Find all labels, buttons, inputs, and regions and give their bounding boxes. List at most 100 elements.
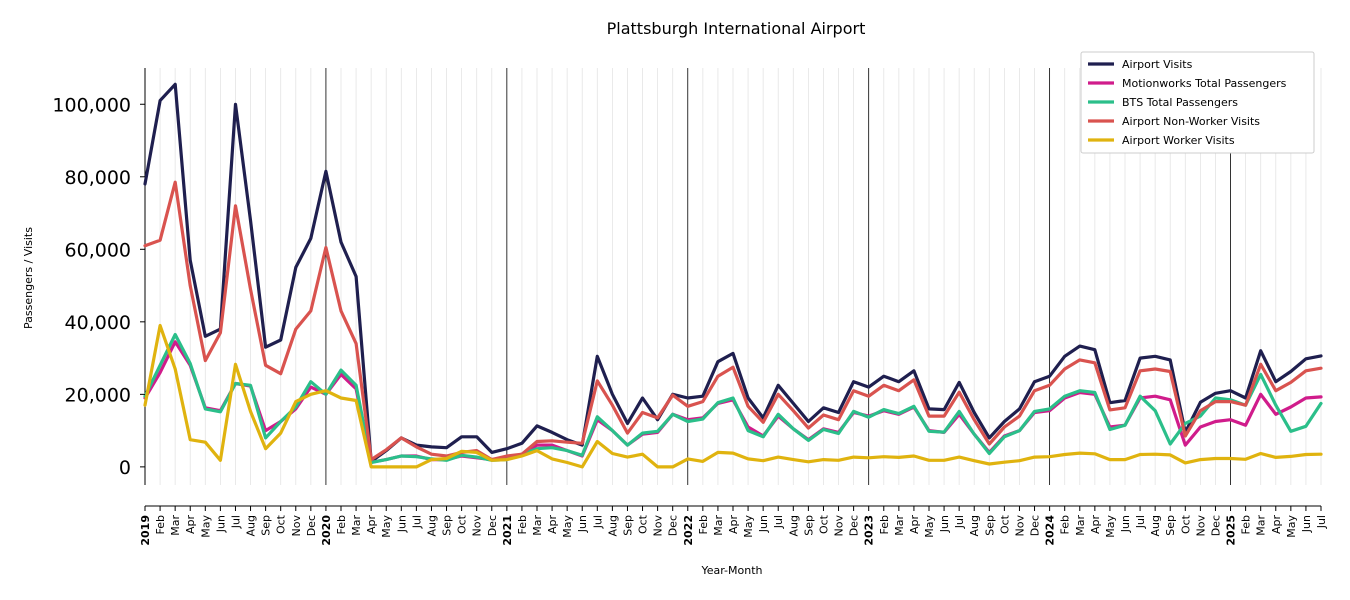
- x-tick-label: 2021: [501, 515, 514, 546]
- x-tick-label: Jul: [410, 515, 423, 529]
- x-tick-label: Jul: [953, 515, 966, 529]
- legend-entry: Airport Visits: [1122, 58, 1193, 71]
- y-axis-ticks: 0 20,000 40,000 60,000 80,000 100,000: [52, 94, 145, 479]
- x-tick-label: Jul: [772, 515, 785, 529]
- x-tick-label: Mar: [531, 515, 544, 536]
- x-tick-label: Sep: [621, 515, 634, 536]
- x-tick-label: May: [923, 515, 936, 538]
- x-tick-label: Aug: [606, 515, 619, 536]
- x-tick-label: Aug: [245, 515, 258, 536]
- x-tick-label: Aug: [425, 515, 438, 536]
- x-tick-label: Apr: [908, 515, 921, 535]
- x-tick-label: Apr: [727, 515, 740, 535]
- x-tick-label: Sep: [441, 515, 454, 536]
- x-tick-label: Mar: [1074, 515, 1087, 536]
- x-tick-label: Feb: [154, 515, 167, 534]
- x-tick-label: Feb: [1059, 515, 1072, 534]
- x-tick-label: Mar: [350, 515, 363, 536]
- x-tick-label: 2019: [139, 515, 152, 546]
- x-tick-label: 2025: [1225, 515, 1238, 546]
- x-tick-label: Feb: [516, 515, 529, 534]
- legend: Airport Visits Motionworks Total Passenge…: [1080, 51, 1315, 154]
- x-tick-label: Dec: [305, 515, 318, 536]
- legend-entry: Airport Worker Visits: [1122, 134, 1235, 147]
- x-tick-label: Dec: [667, 515, 680, 536]
- x-tick-label: May: [742, 515, 755, 538]
- x-tick-label: Jun: [576, 515, 589, 533]
- x-tick-label: May: [380, 515, 393, 538]
- x-tick-label: Jul: [591, 515, 604, 529]
- x-tick-label: Nov: [833, 515, 846, 537]
- x-tick-label: Apr: [546, 515, 559, 535]
- chart-title: Plattsburgh International Airport: [607, 19, 866, 38]
- x-tick-label: Dec: [486, 515, 499, 536]
- x-tick-label: Sep: [983, 515, 996, 536]
- x-tick-label: Mar: [1255, 515, 1268, 536]
- x-tick-label: Oct: [456, 514, 469, 534]
- x-tick-label: Dec: [1209, 515, 1222, 536]
- x-tick-label: May: [1104, 515, 1117, 538]
- x-tick-label: Nov: [1013, 515, 1026, 537]
- x-tick-label: Nov: [652, 515, 665, 537]
- x-tick-label: Jun: [1300, 515, 1313, 533]
- x-tick-label: Oct: [1179, 514, 1192, 534]
- y-tick-label: 100,000: [52, 94, 131, 116]
- x-tick-label: Feb: [878, 515, 891, 534]
- x-tick-label: Sep: [1164, 515, 1177, 536]
- series-line: [143, 180, 1323, 462]
- x-tick-label: Jul: [1315, 515, 1328, 529]
- series-line: [143, 323, 1323, 469]
- x-tick-label: Sep: [802, 515, 815, 536]
- x-tick-label: May: [561, 515, 574, 538]
- legend-entry: Motionworks Total Passengers: [1122, 77, 1287, 90]
- x-axis-label: Year-Month: [700, 564, 762, 577]
- x-tick-label: Jun: [938, 515, 951, 533]
- x-tick-label: Dec: [1029, 515, 1042, 536]
- x-tick-label: Oct: [998, 514, 1011, 534]
- legend-entry: BTS Total Passengers: [1122, 96, 1238, 109]
- x-tick-label: 2023: [863, 515, 876, 546]
- x-tick-label: Apr: [1089, 515, 1102, 535]
- x-tick-label: Aug: [787, 515, 800, 536]
- x-tick-label: Oct: [637, 514, 650, 534]
- x-tick-label: Jun: [1119, 515, 1132, 533]
- x-tick-label: Apr: [365, 515, 378, 535]
- legend-box: [1080, 51, 1315, 154]
- series-line: [143, 82, 1323, 463]
- x-tick-label: Jul: [229, 515, 242, 529]
- x-tick-label: Sep: [260, 515, 273, 536]
- y-tick-label: 60,000: [65, 239, 131, 261]
- x-tick-label: Mar: [893, 515, 906, 536]
- x-axis-ticks: 2019 Feb Mar Apr May Jun Jul Aug Sep Oct Nov Dec 202…: [139, 506, 1328, 546]
- x-tick-label: Feb: [697, 515, 710, 534]
- x-tick-label: Jun: [757, 515, 770, 533]
- legend-entry: Airport Non-Worker Visits: [1122, 115, 1260, 128]
- x-tick-label: Nov: [290, 515, 303, 537]
- x-tick-label: May: [199, 515, 212, 538]
- x-tick-label: Apr: [1270, 515, 1283, 535]
- y-tick-label: 20,000: [65, 384, 131, 406]
- y-tick-label: 40,000: [65, 312, 131, 334]
- x-tick-label: Aug: [968, 515, 981, 536]
- x-tick-label: Mar: [169, 515, 182, 536]
- y-axis-label: Passengers / Visits: [22, 227, 35, 329]
- x-tick-label: Feb: [1240, 515, 1253, 534]
- x-tick-label: May: [1285, 515, 1298, 538]
- x-tick-label: Oct: [817, 514, 830, 534]
- y-tick-label: 0: [119, 457, 131, 479]
- x-tick-label: Aug: [1149, 515, 1162, 536]
- x-tick-label: Jun: [395, 515, 408, 533]
- x-tick-label: Feb: [335, 515, 348, 534]
- y-tick-label: 80,000: [65, 167, 131, 189]
- series-line: [143, 332, 1323, 465]
- x-tick-label: Jun: [214, 515, 227, 533]
- x-tick-label: Mar: [712, 515, 725, 536]
- x-tick-label: 2024: [1044, 515, 1057, 546]
- x-tick-label: 2022: [682, 515, 695, 546]
- x-tick-label: Oct: [275, 514, 288, 534]
- x-tick-label: Dec: [848, 515, 861, 536]
- x-tick-label: 2020: [320, 515, 333, 546]
- x-tick-label: Nov: [1194, 515, 1207, 537]
